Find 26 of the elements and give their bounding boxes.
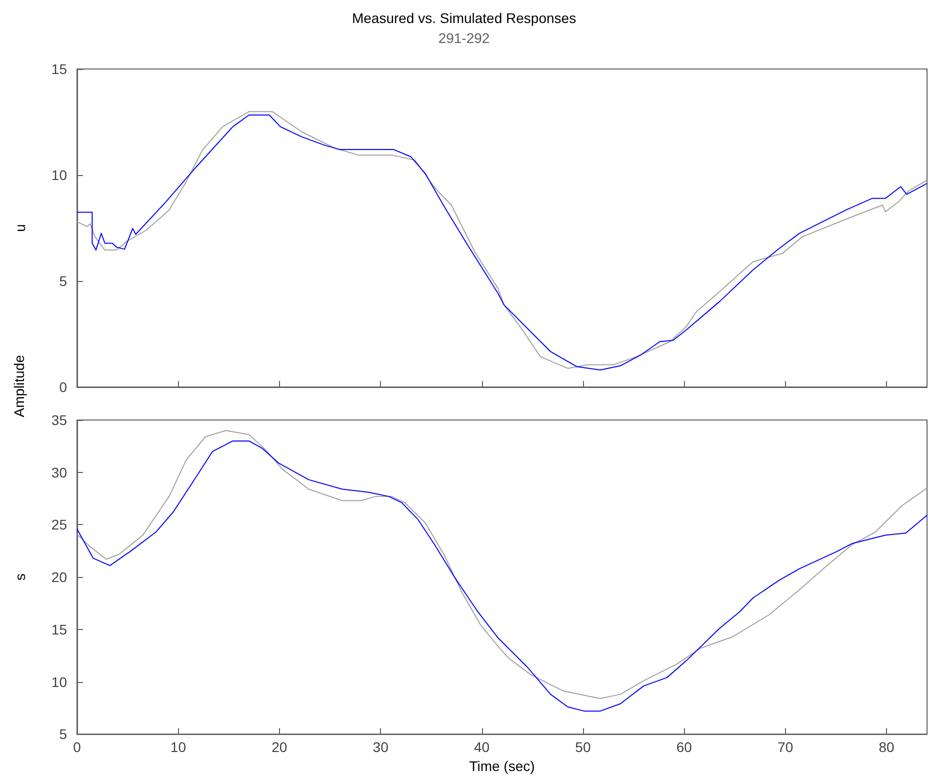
x-tick-label: 0 (73, 739, 82, 756)
y-tick-label: 20 (51, 569, 68, 586)
y-tick-label: 15 (51, 61, 68, 77)
x-tick-label: 50 (575, 739, 591, 756)
x-tick-label: 80 (878, 739, 895, 756)
x-tick-label: 30 (372, 739, 389, 756)
x-tick-label: 40 (474, 739, 490, 756)
y-tick-label: 30 (51, 464, 68, 480)
x-tick-label: 60 (676, 739, 692, 756)
y-axis-title: s (12, 574, 28, 581)
y-axis-title: u (12, 224, 28, 232)
y-tick-label: 15 (51, 621, 68, 638)
x-tick-label: 20 (272, 739, 288, 756)
y-tick-label: 25 (51, 516, 68, 533)
x-tick-label: 10 (170, 739, 186, 756)
y-tick-label: 0 (59, 379, 68, 395)
y-tick-label: 5 (59, 726, 68, 742)
x-axis-title: Time (sec) (469, 758, 535, 774)
chart-title: Measured vs. Simulated Responses (352, 10, 576, 26)
y-tick-label: 10 (51, 167, 68, 183)
y-tick-label: 5 (59, 273, 68, 289)
y-tick-label: 35 (51, 412, 68, 428)
chart-subtitle: 291-292 (438, 30, 490, 46)
text: Amplitude (11, 354, 27, 418)
y-tick-label: 10 (51, 674, 68, 690)
x-tick-label: 70 (778, 739, 794, 756)
